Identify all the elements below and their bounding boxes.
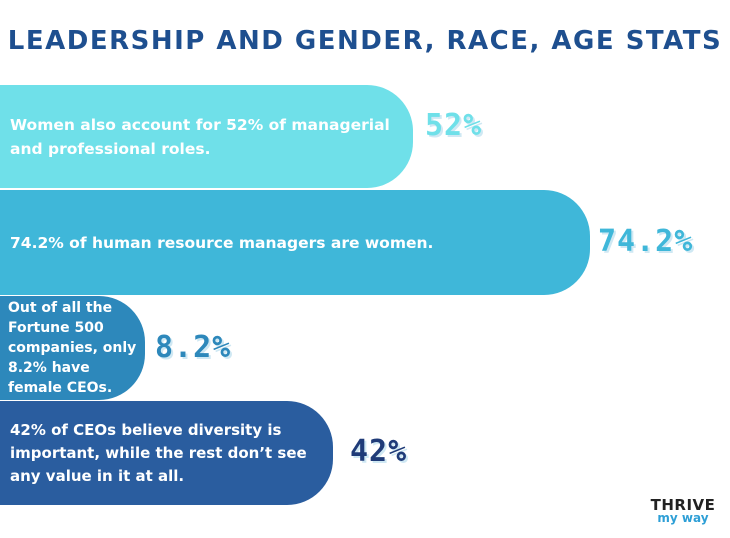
logo-name: THRIVE [650,496,716,514]
stat-value: 8.2% [155,330,232,365]
stat-bar: Women also account for 52% of managerial… [0,85,413,188]
stat-text: 74.2% of human resource managers are wom… [10,233,434,252]
logo: THRIVE my way [648,496,718,525]
stat-value: 74.2% [598,224,694,259]
stat-bar: Out of all the Fortune 500 companies, on… [0,296,145,400]
stat-value: 42% [350,434,408,469]
stat-text: 42% of CEOs believe diversity is importa… [10,420,307,485]
stat-value: 52% [425,108,483,143]
stat-bar: 74.2% of human resource managers are wom… [0,190,590,295]
stat-bar: 42% of CEOs believe diversity is importa… [0,401,333,505]
stat-text: Women also account for 52% of managerial… [10,115,390,158]
stat-text: Out of all the Fortune 500 companies, on… [8,300,137,396]
title: LEADERSHIP AND GENDER, RACE, AGE STATS [7,26,723,56]
logo-tagline: my way [657,511,709,525]
